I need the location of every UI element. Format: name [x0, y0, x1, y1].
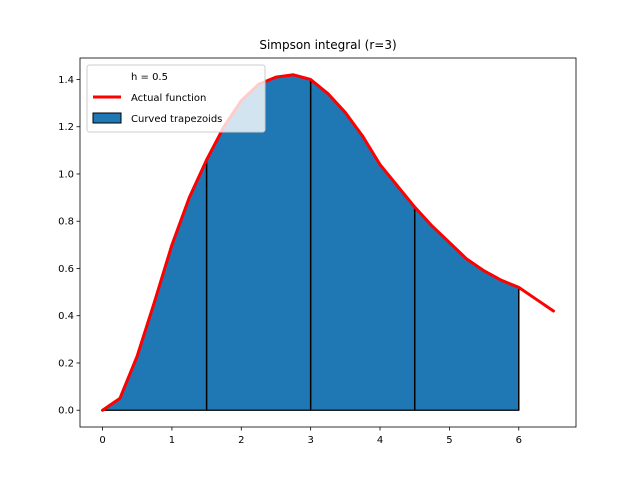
legend-swatch-patch	[92, 112, 122, 124]
legend-label: Actual function	[131, 93, 206, 104]
y-tick-label: 1.0	[58, 169, 74, 180]
axes-frame	[79, 57, 577, 428]
x-tick-label: 4	[377, 435, 383, 446]
y-tick-label: 1.4	[58, 75, 74, 86]
y-tick-label: 0.8	[58, 217, 74, 228]
axes: 0 1 2 3 4 5 6 0.0 0.2 0.4 0.6 0.8 1.0 1.2 1.4	[58, 57, 577, 446]
x-tick-label: 6	[516, 435, 522, 446]
y-tick-label: 0.2	[58, 358, 74, 369]
y-tick-label: 0.0	[58, 406, 74, 417]
x-tick-label: 2	[238, 435, 244, 446]
x-tick-label: 3	[307, 435, 313, 446]
x-tick-label: 5	[446, 435, 452, 446]
y-tick-label: 0.6	[58, 264, 74, 275]
x-tick-label: 1	[169, 435, 175, 446]
y-tick-label: 0.4	[58, 311, 74, 322]
x-tick-label: 0	[99, 435, 105, 446]
legend-box	[86, 64, 266, 133]
plot-area	[100, 73, 555, 412]
actual-function-line	[101, 73, 555, 412]
legend-label: Curved trapezoids	[131, 114, 222, 125]
legend: h = 0.5 Actual function Curved trapezoids	[86, 64, 266, 133]
y-tick-label: 1.2	[58, 122, 74, 133]
chart-title: Simpson integral (r=3)	[259, 38, 396, 52]
legend-label: h = 0.5	[131, 72, 168, 83]
